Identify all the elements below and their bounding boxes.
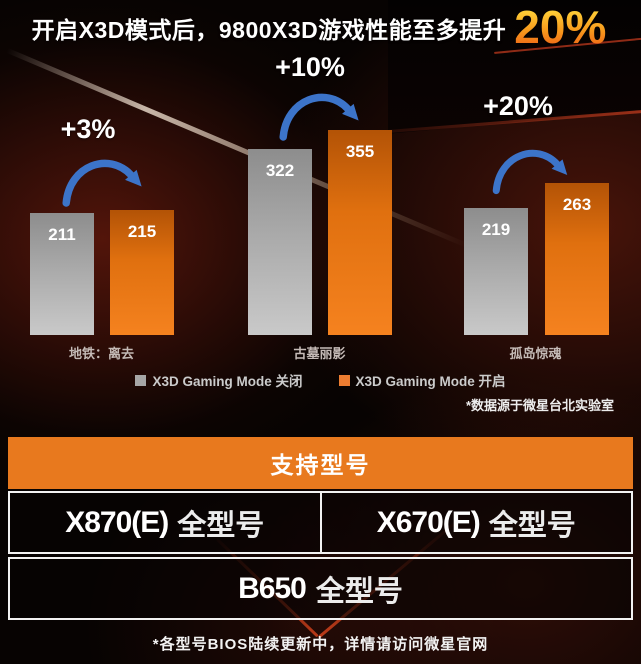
chart-legend: X3D Gaming Mode 关闭 X3D Gaming Mode 开启 — [0, 370, 641, 390]
gain-label-farcry: +20% — [483, 91, 553, 121]
support-cell-x670: X670(E) 全型号 — [319, 493, 632, 552]
support-cell-x870: X870(E) 全型号 — [10, 493, 320, 552]
gain-label-tombraider: +10% — [275, 52, 345, 82]
bar-value: 215 — [127, 222, 157, 241]
bar-value: 263 — [562, 195, 592, 214]
bar-value: 322 — [265, 161, 295, 180]
support-table-row: X870(E) 全型号 X670(E) 全型号 — [8, 491, 633, 554]
bar-tombraider-mode-off: 322 — [248, 149, 312, 335]
chart-footnote: *数据源于微星台北实验室 — [465, 398, 614, 413]
bar-farcry-mode-off: 219 — [464, 208, 528, 335]
title-highlight-percent: 20% — [514, 4, 609, 52]
page-title: 开启X3D模式后，9800X3D游戏性能至多提升 20% — [0, 0, 641, 56]
bar-metro-mode-off: 211 — [30, 213, 94, 335]
model-name: X870(E) — [65, 505, 169, 539]
bar-tombraider-mode-on: 355 — [328, 130, 392, 335]
category-label-tombraider: 古墓丽影 — [293, 346, 346, 361]
model-suffix: 全型号 — [488, 509, 576, 542]
bar-value: 355 — [345, 142, 375, 161]
title-text: 开启X3D模式后，9800X3D游戏性能至多提升 — [31, 17, 507, 43]
category-label-farcry: 孤岛惊魂 — [509, 346, 562, 361]
support-cell-b650: B650 全型号 — [8, 557, 633, 620]
legend-label: X3D Gaming Mode 关闭 — [152, 374, 303, 389]
category-label-metro: 地铁：离去 — [68, 346, 134, 361]
bar-value: 219 — [481, 220, 511, 239]
support-table-header: 支持型号 — [8, 437, 633, 489]
footer-note: *各型号BIOS陆续更新中，详情请访问微星官网 — [152, 636, 489, 653]
model-suffix: 全型号 — [315, 575, 403, 608]
bg-dark-wedge — [388, 0, 641, 134]
legend-item-mode-off: X3D Gaming Mode 关闭 — [135, 370, 303, 390]
model-suffix: 全型号 — [177, 509, 265, 542]
legend-item-mode-on: X3D Gaming Mode 开启 — [338, 370, 506, 390]
legend-swatch-gray-icon — [135, 374, 147, 386]
legend-label: X3D Gaming Mode 开启 — [355, 374, 506, 389]
bar-farcry-mode-on: 263 — [545, 183, 609, 335]
gain-label-metro: +3% — [60, 114, 116, 144]
bar-value: 211 — [48, 225, 76, 244]
legend-swatch-orange-icon — [338, 374, 350, 386]
support-table: 支持型号 X870(E) 全型号 X670(E) 全型号 B650 全型号 — [8, 437, 633, 620]
model-name: B650 — [238, 571, 307, 605]
bar-metro-mode-on: 215 — [110, 210, 174, 335]
gain-arrow-icon — [58, 150, 144, 208]
model-name: X670(E) — [376, 505, 481, 539]
